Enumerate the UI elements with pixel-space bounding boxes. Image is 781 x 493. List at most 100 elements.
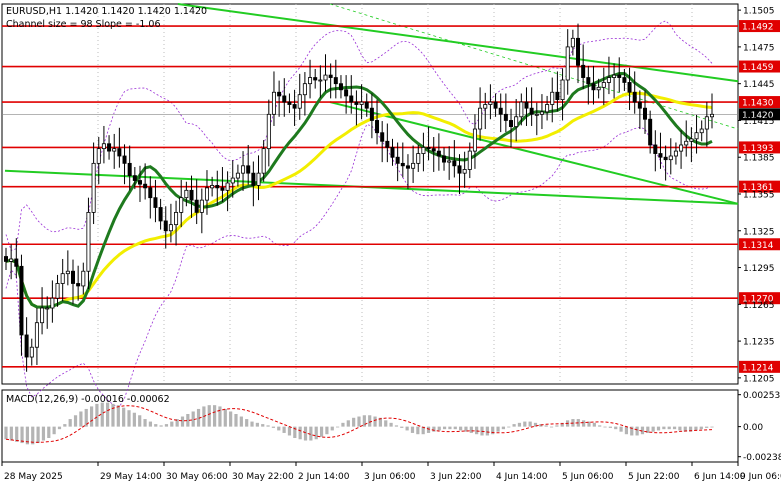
macd-histogram-bar (309, 426, 313, 441)
candle-body (86, 211, 91, 272)
axes: 1.15051.14751.14451.14151.13851.13551.13… (1, 7, 781, 482)
macd-histogram-bar (89, 406, 94, 427)
macd-histogram-bar (287, 426, 292, 436)
candlesticks (4, 23, 715, 372)
time-axis-label: 9 Jun 06:00 (740, 472, 781, 482)
time-axis-label: 5 Jun 06:00 (562, 472, 614, 482)
candle-body (498, 107, 503, 115)
level-price-tag (739, 292, 780, 305)
macd-histogram-bar (314, 426, 318, 440)
candle-body (467, 150, 472, 170)
candle-body (297, 94, 302, 109)
candle-body (488, 101, 493, 105)
macd-histogram-bar (459, 426, 463, 431)
candle-body (472, 128, 477, 152)
macd-histogram-bar (469, 426, 473, 433)
macd-histogram-bar (180, 416, 185, 427)
macd-histogram-bar (336, 426, 340, 428)
candle-body (287, 101, 292, 105)
candle-body (704, 116, 709, 130)
candle-body (189, 189, 194, 201)
candle-body (550, 91, 555, 105)
candle-body (576, 37, 581, 66)
candle-body (447, 160, 452, 163)
macd-histogram-bar (410, 426, 415, 433)
macd-histogram-bar (384, 420, 388, 427)
price-axis-label: 1.1415 (743, 117, 775, 127)
candle-body (204, 187, 209, 201)
channel-info: Channel size = 98 Slope = -1.06 (6, 19, 161, 30)
macd-histogram-bar (191, 411, 195, 427)
candle-body (225, 182, 230, 191)
candle-body (323, 74, 328, 81)
macd-histogram-bar (298, 426, 302, 440)
candle-body (333, 77, 338, 85)
candle-body (184, 189, 189, 199)
candle-body (282, 95, 287, 103)
candle-body (503, 113, 508, 121)
candle-body (431, 148, 436, 152)
macd-histogram-bar (368, 415, 372, 427)
macd-histogram-bar (603, 426, 607, 428)
candle-body (19, 265, 24, 336)
macd-histogram-bar (234, 414, 238, 427)
candle-body (251, 172, 256, 186)
macd-axis-label: 0.00 (743, 423, 763, 433)
macd-histogram-bar (346, 420, 350, 427)
macd-signal-line (5, 405, 713, 443)
candle-body (344, 89, 349, 97)
level-price-label: 1.1314 (742, 241, 774, 251)
grid-layer (1, 3, 739, 463)
macd-histogram-bar (73, 415, 78, 427)
level-price-tag (739, 60, 780, 73)
candle-body (34, 322, 39, 348)
macd-histogram-bar (154, 424, 158, 427)
macd-histogram-bar (592, 422, 596, 427)
macd-histogram-bar (41, 426, 46, 441)
candle-body (436, 150, 441, 157)
macd-histogram-bar (271, 426, 276, 428)
time-axis-label: 29 May 14:00 (100, 472, 162, 482)
candle-body (710, 113, 715, 118)
price-axis-label: 1.1505 (743, 7, 775, 17)
candle-body (96, 148, 101, 164)
macd-histogram-bar (630, 426, 634, 436)
candle-body (210, 185, 215, 189)
candle-body (411, 162, 416, 169)
macd-histogram-bar (20, 426, 24, 444)
candle-body (524, 101, 529, 109)
macd-histogram-bar (517, 422, 522, 427)
macd-histogram-bar (533, 422, 538, 427)
candle-body (127, 162, 132, 177)
macd-histogram-bar (159, 425, 163, 427)
candle-body (560, 79, 565, 101)
candle-body (632, 91, 637, 103)
candle-body (50, 297, 55, 309)
level-price-label: 1.1393 (742, 144, 774, 154)
candle-body (684, 140, 689, 146)
price-axis-label: 1.1265 (743, 301, 775, 311)
macd-histogram-bar (656, 426, 661, 431)
candle-body (400, 162, 405, 167)
candle-body (668, 155, 673, 161)
channel-mid-line (329, 3, 739, 130)
time-axis-label: 3 Jun 22:00 (430, 472, 482, 482)
candle-body (359, 101, 364, 105)
candle-body (395, 156, 400, 164)
current-price-tag (739, 108, 780, 121)
candle-body (570, 37, 575, 48)
macd-histogram-bar (689, 426, 693, 432)
macd-histogram-bar (426, 426, 431, 433)
macd-histogram-bar (448, 426, 452, 430)
macd-histogram-bar (186, 414, 190, 427)
candle-body (606, 77, 611, 83)
candle-body (4, 256, 9, 262)
candle-body (483, 104, 488, 109)
macd-histogram-bar (378, 417, 382, 427)
candle-body (416, 153, 421, 164)
candle-body (271, 91, 276, 115)
candle-body (112, 148, 117, 152)
candle-body (179, 197, 184, 213)
